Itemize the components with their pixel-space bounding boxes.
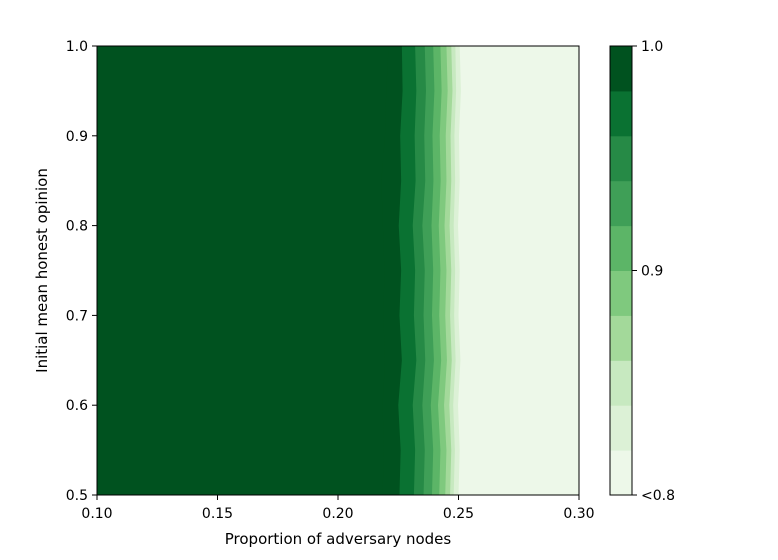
heatmap-band xyxy=(97,46,389,495)
colorbar-segment xyxy=(610,270,632,316)
colorbar-segment xyxy=(610,135,632,182)
colorbar-tick-label: <0.8 xyxy=(641,488,675,504)
x-tick-label: 0.25 xyxy=(443,506,474,522)
x-tick-label: 0.10 xyxy=(81,506,112,522)
colorbar-segment xyxy=(610,315,632,361)
x-tick-label: 0.15 xyxy=(202,506,233,522)
x-tick-label: 0.30 xyxy=(563,506,594,522)
colorbar-segment xyxy=(610,90,632,137)
y-axis: 0.5 0.6 0.7 0.8 0.9 1.0 xyxy=(66,39,97,504)
colorbar-segment xyxy=(610,180,632,227)
x-tick-label: 0.20 xyxy=(322,506,353,522)
y-tick-label: 0.9 xyxy=(66,129,88,145)
x-axis: 0.10 0.15 0.20 0.25 0.30 xyxy=(81,495,595,522)
colorbar-axis: <0.8 0.9 1.0 xyxy=(632,39,675,504)
colorbar-segment xyxy=(610,450,632,496)
colorbar-segment xyxy=(610,46,632,92)
y-tick-label: 1.0 xyxy=(66,39,88,55)
x-axis-label: Proportion of adversary nodes xyxy=(225,530,452,548)
colorbar-tick-label: 0.9 xyxy=(641,264,663,280)
colorbar-segment xyxy=(610,405,632,451)
y-tick-label: 0.8 xyxy=(66,219,88,235)
y-tick-label: 0.7 xyxy=(66,308,88,324)
colorbar-segment xyxy=(610,360,632,406)
y-tick-label: 0.6 xyxy=(66,398,88,414)
y-axis-label: Initial mean honest opinion xyxy=(33,168,51,373)
colorbar-segment xyxy=(610,225,632,271)
colorbar-tick-label: 1.0 xyxy=(641,39,663,55)
plot-area xyxy=(97,46,579,495)
y-tick-label: 0.5 xyxy=(66,488,88,504)
colorbar xyxy=(610,46,632,496)
